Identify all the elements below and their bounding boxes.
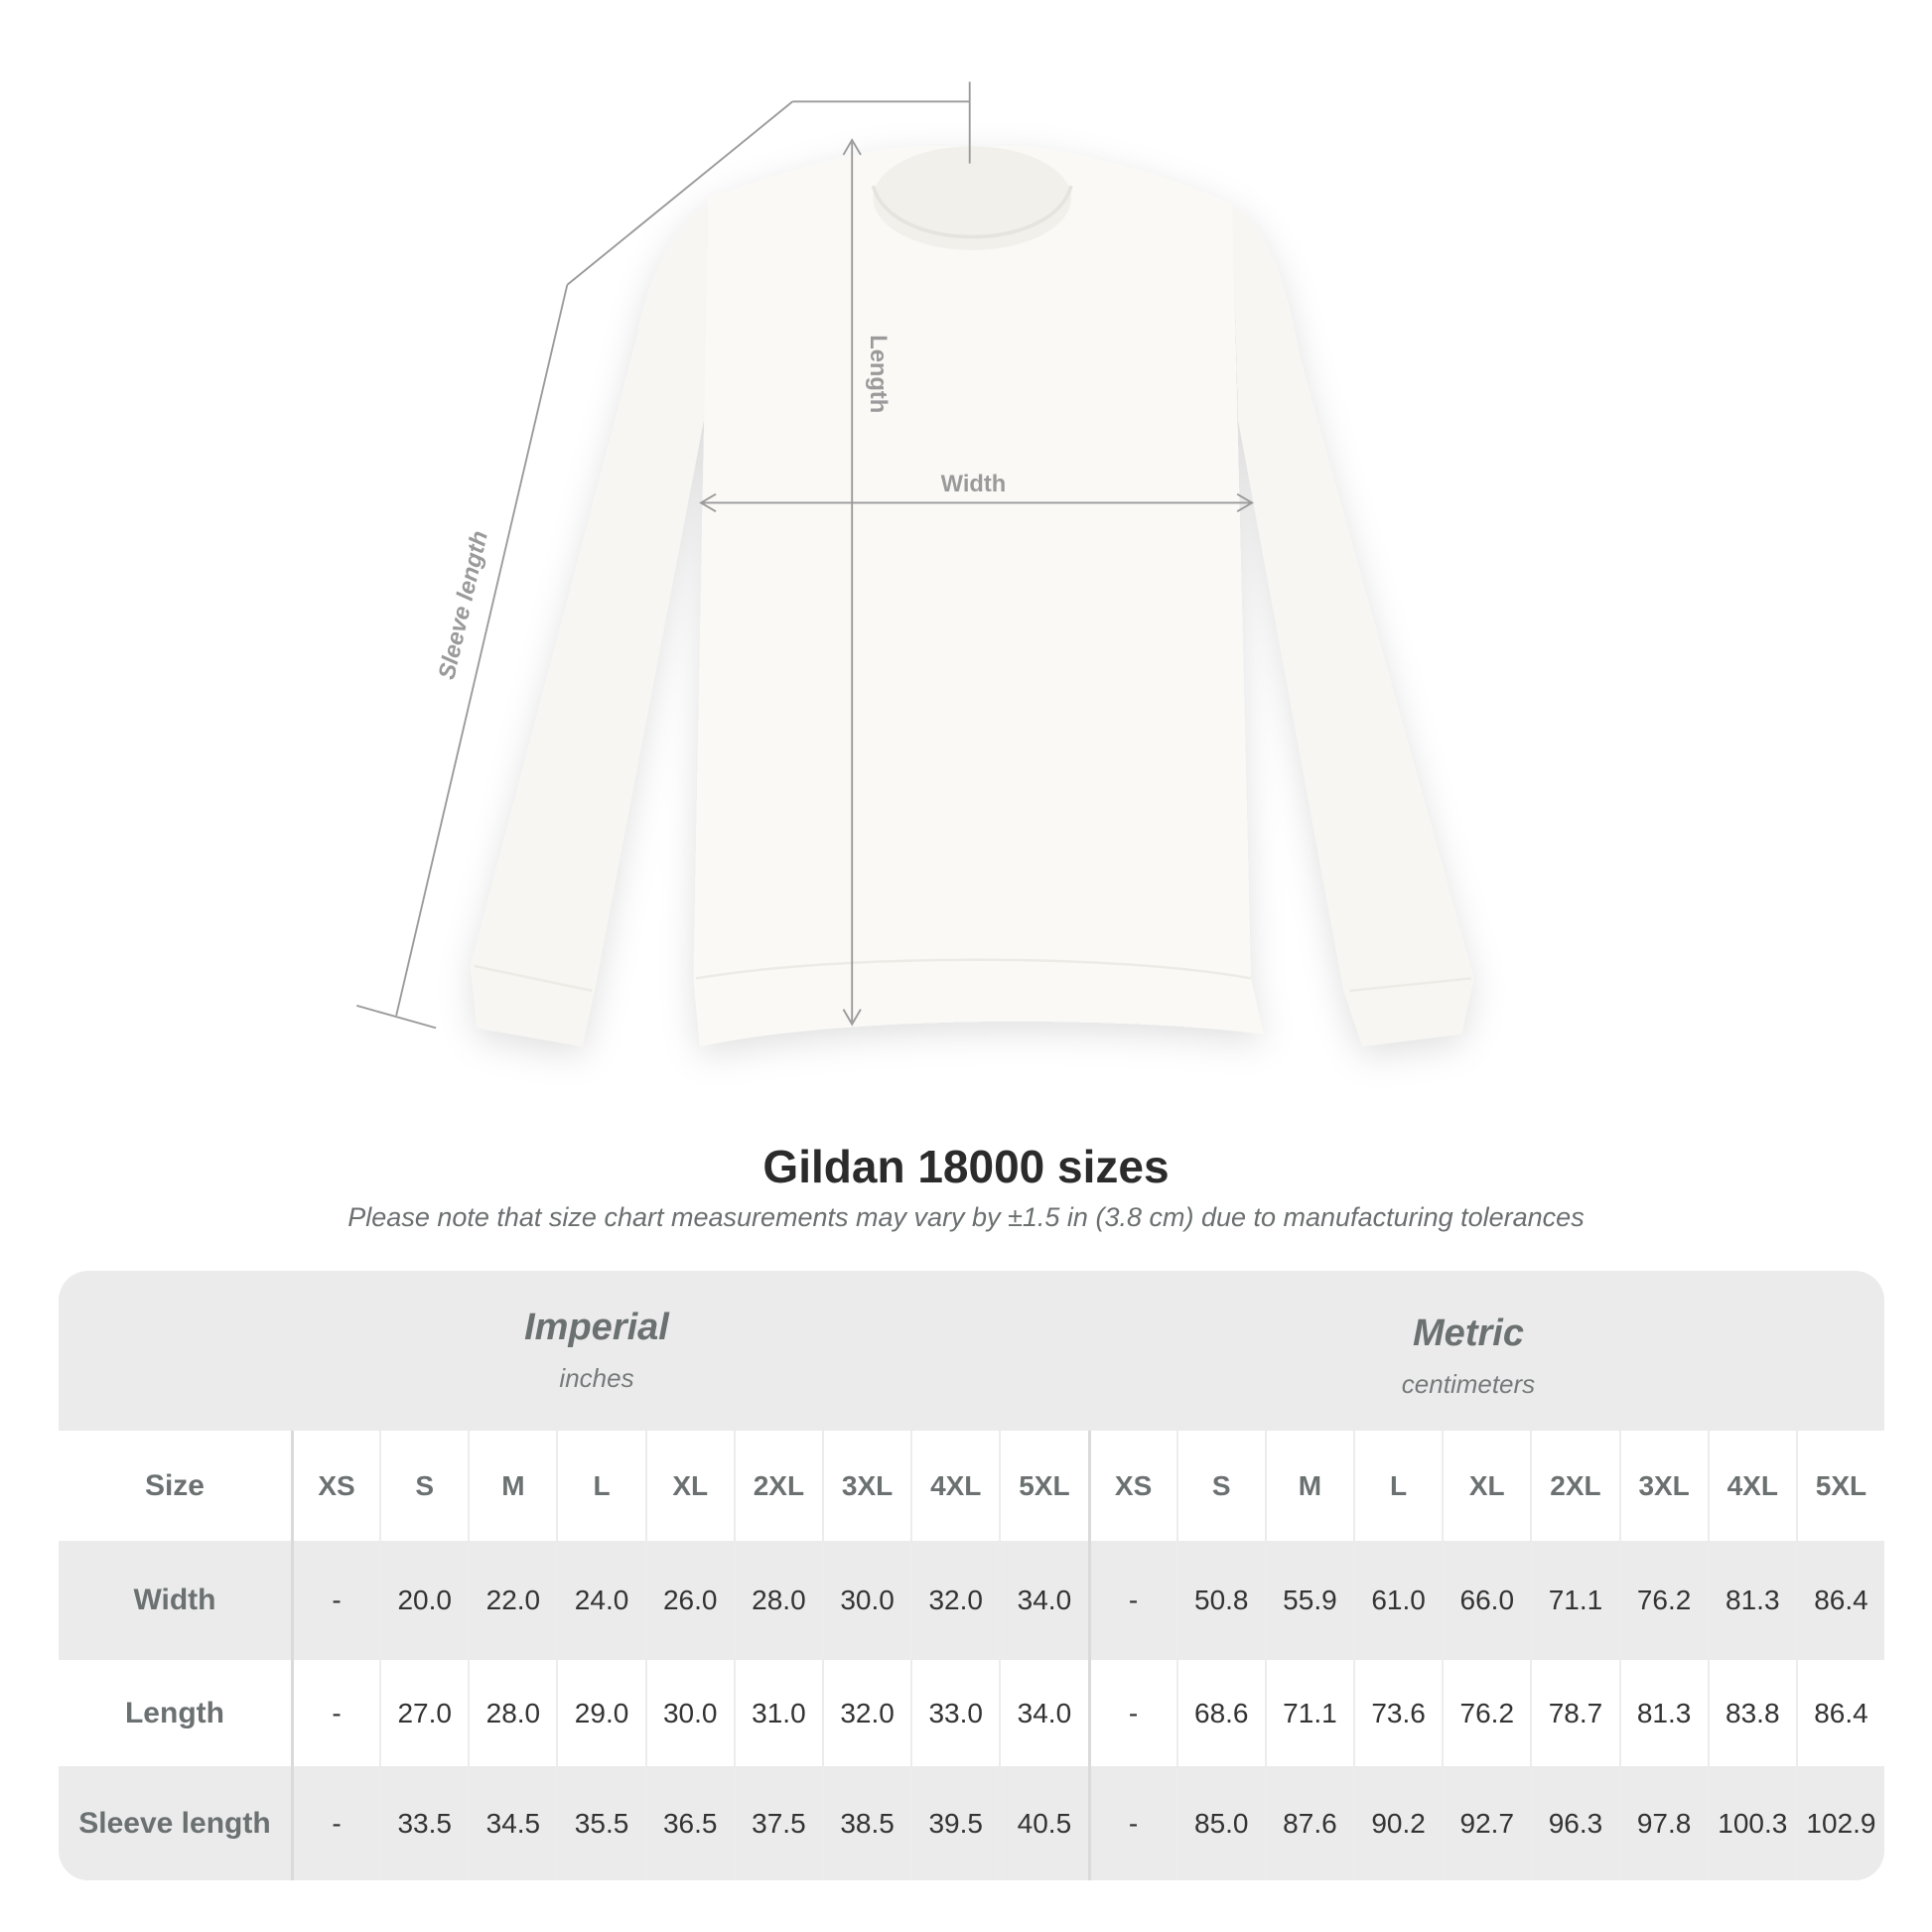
row-band bbox=[59, 1541, 1884, 1660]
size-header-cell: XS bbox=[1087, 1431, 1176, 1541]
table-cell: 37.5 bbox=[733, 1766, 822, 1880]
table-row: Length -27.0 28.0 29.0 30.0 31.0 32.0 33.0 34.0-… bbox=[59, 1660, 1884, 1766]
page-title: Gildan 18000 sizes bbox=[762, 1141, 1170, 1192]
size-header-cell: XL bbox=[1442, 1431, 1530, 1541]
size-header-cell: 5XL bbox=[999, 1431, 1087, 1541]
table-cell: 50.8 bbox=[1175, 1541, 1265, 1660]
row-label: Length bbox=[124, 1696, 224, 1729]
table-cell: 32.0 bbox=[821, 1660, 910, 1766]
table-cell: - bbox=[290, 1660, 379, 1766]
table-cell: 31.0 bbox=[733, 1660, 822, 1766]
table-cell: - bbox=[1087, 1660, 1176, 1766]
tolerance-note: Please note that size chart measurements… bbox=[347, 1202, 1585, 1232]
table-cell: 92.7 bbox=[1442, 1766, 1530, 1880]
table-row: Sleeve length -33.5 34.5 35.5 36.5 37.5 38.5 39… bbox=[59, 1766, 1884, 1880]
size-header-cell: S bbox=[1175, 1431, 1265, 1541]
table-cell: 40.5 bbox=[999, 1766, 1087, 1880]
table-cell: 66.0 bbox=[1442, 1541, 1530, 1660]
size-header-cell: M bbox=[1264, 1431, 1353, 1541]
table-cell: 28.0 bbox=[468, 1660, 556, 1766]
table-cell: 22.0 bbox=[468, 1541, 556, 1660]
size-header-cell: XL bbox=[644, 1431, 734, 1541]
table-cell: 86.4 bbox=[1795, 1541, 1884, 1660]
table-cell: 28.0 bbox=[733, 1541, 822, 1660]
row-label: Sleeve length bbox=[78, 1806, 271, 1840]
size-table: Imperial inches Metric centimeters Size X… bbox=[59, 1271, 1884, 1880]
sweatshirt-image bbox=[471, 146, 1474, 1047]
table-cell: 90.2 bbox=[1353, 1766, 1442, 1880]
table-cell: 76.2 bbox=[1618, 1541, 1708, 1660]
table-cell: 36.5 bbox=[644, 1766, 734, 1880]
metric-unit: centimeters bbox=[1401, 1369, 1536, 1399]
table-cell: 83.8 bbox=[1707, 1660, 1796, 1766]
sleeve-length-label: Sleeve length bbox=[434, 528, 493, 682]
size-header-cell: 3XL bbox=[1618, 1431, 1708, 1541]
length-label: Length bbox=[865, 335, 891, 413]
metric-header: Metric centimeters bbox=[1270, 1312, 1667, 1400]
row-label: Size bbox=[144, 1468, 205, 1502]
table-cell: 102.9 bbox=[1795, 1766, 1884, 1880]
size-header-cell: L bbox=[556, 1431, 644, 1541]
table-cell: 35.5 bbox=[556, 1766, 644, 1880]
table-cell: 61.0 bbox=[1353, 1541, 1442, 1660]
metric-title: Metric bbox=[1413, 1312, 1524, 1354]
table-cell: 20.0 bbox=[379, 1541, 468, 1660]
imperial-unit: inches bbox=[559, 1363, 634, 1393]
table-cell: - bbox=[290, 1766, 379, 1880]
table-cell: 71.1 bbox=[1264, 1660, 1353, 1766]
size-header-cell: XS bbox=[290, 1431, 379, 1541]
table-cell: 76.2 bbox=[1442, 1660, 1530, 1766]
table-cell: 81.3 bbox=[1618, 1660, 1708, 1766]
size-header-cell: L bbox=[1353, 1431, 1442, 1541]
size-header-cell: 4XL bbox=[910, 1431, 999, 1541]
table-cell: 78.7 bbox=[1530, 1660, 1618, 1766]
size-header-cell: 2XL bbox=[1530, 1431, 1618, 1541]
size-header-cell: 3XL bbox=[821, 1431, 910, 1541]
table-cell: 24.0 bbox=[556, 1541, 644, 1660]
size-header-cell: 2XL bbox=[733, 1431, 822, 1541]
table-cell: 86.4 bbox=[1795, 1660, 1884, 1766]
size-header-cell: S bbox=[379, 1431, 468, 1541]
table-cell: 27.0 bbox=[379, 1660, 468, 1766]
table-cell: 32.0 bbox=[910, 1541, 999, 1660]
table-cell: 81.3 bbox=[1707, 1541, 1796, 1660]
table-cell: 87.6 bbox=[1264, 1766, 1353, 1880]
table-cell: 73.6 bbox=[1353, 1660, 1442, 1766]
size-header-cell: 4XL bbox=[1707, 1431, 1796, 1541]
table-cell: - bbox=[1087, 1766, 1176, 1880]
row-label: Width bbox=[133, 1584, 216, 1616]
size-header-cell: 5XL bbox=[1795, 1431, 1884, 1541]
table-row: Width -20.0 22.0 24.0 26.0 28.0 30.0 32.0 34.0-5… bbox=[59, 1541, 1884, 1660]
sweatshirt-diagram: Length Width Sleeve length bbox=[355, 81, 1474, 1047]
table-cell: 38.5 bbox=[821, 1766, 910, 1880]
table-cell: 33.0 bbox=[910, 1660, 999, 1766]
table-cell: 29.0 bbox=[556, 1660, 644, 1766]
table-cell: - bbox=[1087, 1541, 1176, 1660]
width-label: Width bbox=[941, 472, 1007, 497]
table-header-band bbox=[59, 1271, 1884, 1431]
size-header-cell: M bbox=[468, 1431, 556, 1541]
table-cell: 97.8 bbox=[1618, 1766, 1708, 1880]
table-row: Size XS S M L XL 2XL 3XL 4XL 5XL XS S M L XL 2XL 3XL 4XL 5… bbox=[59, 1431, 1884, 1541]
table-cell: 68.6 bbox=[1175, 1660, 1265, 1766]
table-cell: 33.5 bbox=[379, 1766, 468, 1880]
table-cell: 39.5 bbox=[910, 1766, 999, 1880]
imperial-title: Imperial bbox=[524, 1307, 669, 1348]
table-cell: 100.3 bbox=[1707, 1766, 1796, 1880]
table-cell: 55.9 bbox=[1264, 1541, 1353, 1660]
row-band bbox=[59, 1766, 1884, 1880]
table-cell: 34.0 bbox=[999, 1660, 1087, 1766]
table-cell: 34.5 bbox=[468, 1766, 556, 1880]
table-cell: 96.3 bbox=[1530, 1766, 1618, 1880]
table-cell: 71.1 bbox=[1530, 1541, 1618, 1660]
table-cell: 85.0 bbox=[1175, 1766, 1265, 1880]
table-cell: - bbox=[290, 1541, 379, 1660]
table-cell: 30.0 bbox=[644, 1660, 734, 1766]
measurement-lines bbox=[355, 81, 1254, 1030]
table-cell: 34.0 bbox=[999, 1541, 1087, 1660]
table-cell: 30.0 bbox=[821, 1541, 910, 1660]
imperial-header: Imperial inches bbox=[398, 1307, 795, 1394]
table-cell: 26.0 bbox=[644, 1541, 734, 1660]
